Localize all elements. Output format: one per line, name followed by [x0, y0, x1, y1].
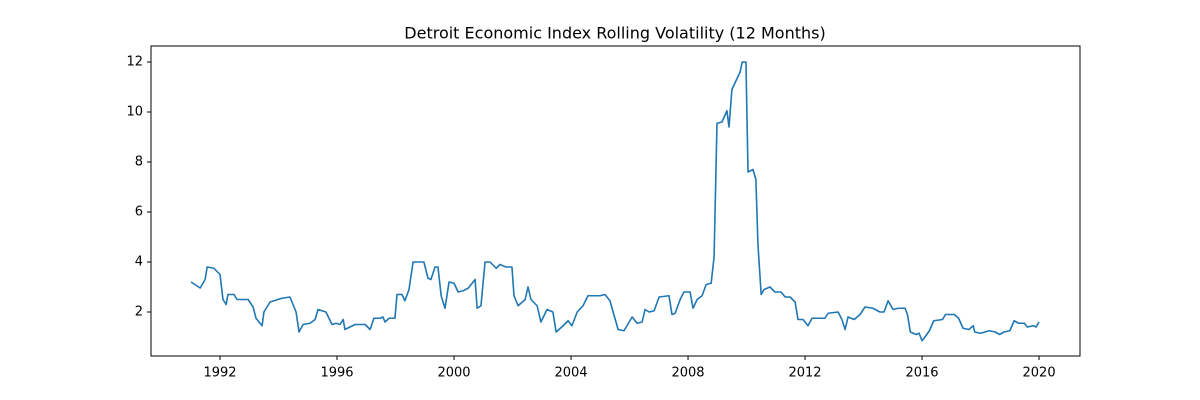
- x-tick-label: 1992: [203, 366, 236, 381]
- y-tick-label: 12: [126, 55, 143, 70]
- x-tick-label: 2004: [554, 366, 587, 381]
- chart-title: Detroit Economic Index Rolling Volatilit…: [404, 24, 825, 43]
- y-tick-label: 2: [135, 305, 143, 320]
- y-tick-label: 6: [135, 205, 143, 220]
- x-tick-label: 2012: [788, 366, 821, 381]
- x-tick-label: 2000: [437, 366, 470, 381]
- axes-frame: [150, 45, 1081, 357]
- x-tick-label: 2008: [671, 366, 704, 381]
- x-tick-label: 2020: [1023, 366, 1056, 381]
- data-line: [190, 61, 1040, 342]
- y-tick-label: 4: [135, 255, 143, 270]
- x-tick-label: 2016: [905, 366, 938, 381]
- y-tick-label: 10: [126, 105, 143, 120]
- x-tick-label: 1996: [320, 366, 353, 381]
- y-tick-label: 8: [135, 155, 143, 170]
